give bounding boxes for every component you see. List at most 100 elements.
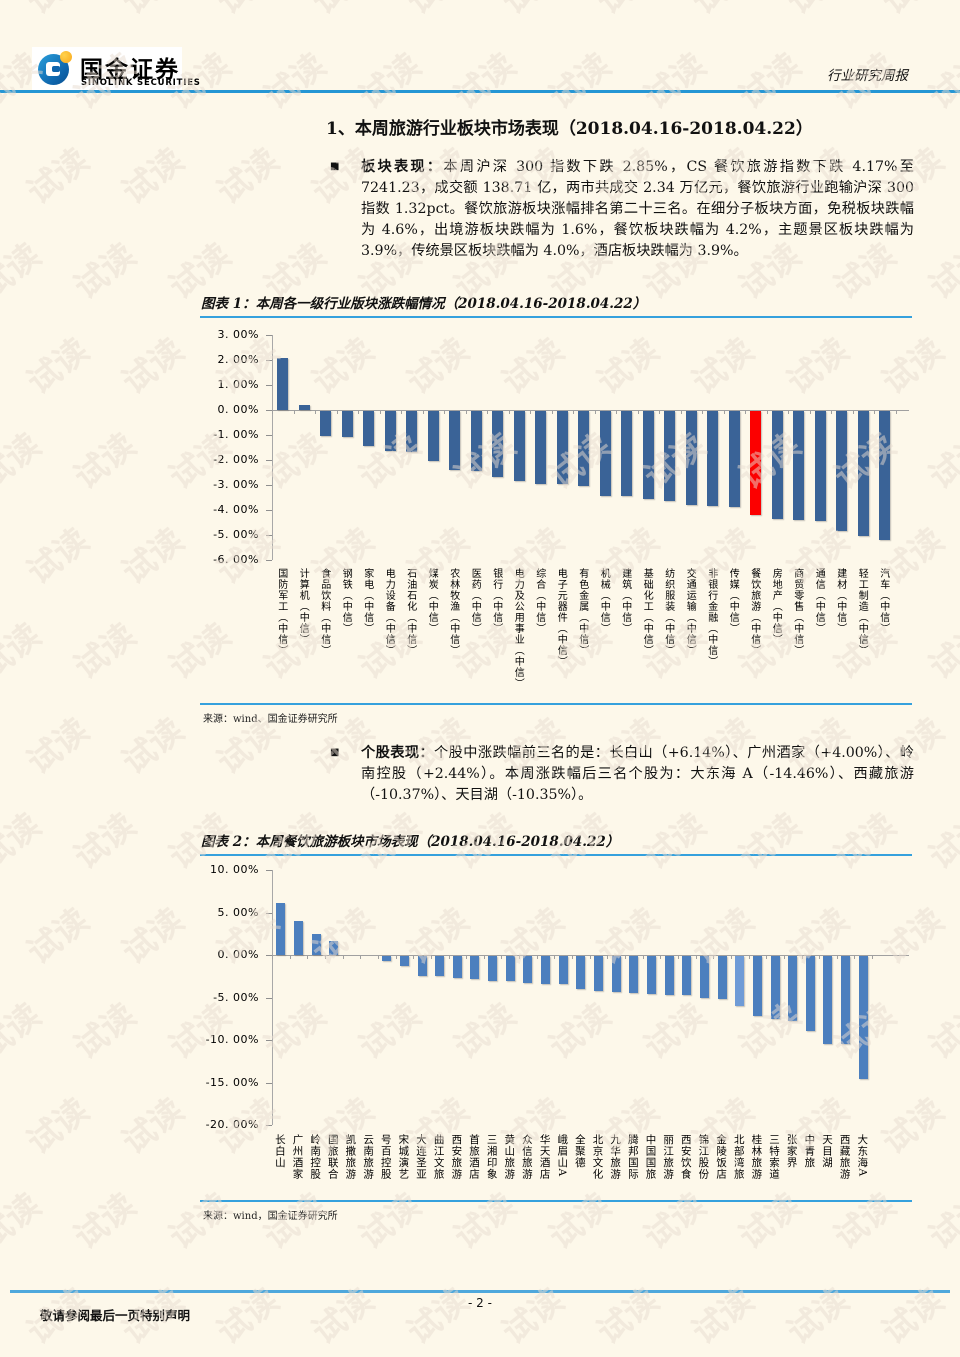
watermark-text: 试读 xyxy=(589,1280,666,1352)
chart-bar xyxy=(629,956,639,994)
chart-bar xyxy=(707,411,719,506)
chart-bar xyxy=(488,956,498,982)
x-axis-tick xyxy=(465,410,467,414)
chart-bar xyxy=(805,956,815,1032)
watermark-text: 试读 xyxy=(114,520,191,592)
chart-bar xyxy=(535,411,547,484)
watermark-text: 试读 xyxy=(399,1280,476,1352)
y-axis-tick-label: -2. 00% xyxy=(213,453,259,466)
watermark-text: 试读 xyxy=(921,995,960,1067)
y-axis-tick xyxy=(266,535,272,536)
figure2-caption: 图表 2：本周餐饮旅游板块市场表现（2018.04.16-2018.04.22） xyxy=(201,834,620,850)
watermark-text: 试读 xyxy=(541,45,618,117)
y-axis-tick-label: -6. 00% xyxy=(213,553,259,566)
watermark-text: 试读 xyxy=(19,330,96,402)
chart-bar xyxy=(664,411,676,501)
category-label: 桂林旅游 xyxy=(750,1134,763,1180)
category-label: 基础化工（中信） xyxy=(641,568,653,656)
x-axis-tick xyxy=(642,955,644,959)
category-label: 云南旅游 xyxy=(362,1134,375,1180)
y-axis-line xyxy=(272,870,273,1125)
category-label: 宋城演艺 xyxy=(397,1134,410,1180)
x-axis-tick xyxy=(530,410,531,414)
x-axis-tick xyxy=(324,955,326,959)
x-axis-tick xyxy=(508,410,510,414)
bullet-stock-performance: ■ 个股表现：个股中涨跌幅前三名的是：长白山（+6.14%）、广州酒家（+4.0… xyxy=(330,743,914,806)
chart-bar xyxy=(363,411,375,446)
category-label: 西藏旅游 xyxy=(838,1134,851,1180)
category-label: 轻工制造（中信） xyxy=(856,568,868,656)
y-axis-tick xyxy=(266,1082,272,1084)
watermark-text: 试读 xyxy=(636,45,713,117)
chart-bar xyxy=(770,956,780,1019)
category-label: 医药（中信） xyxy=(469,568,481,634)
watermark-text: 试读 xyxy=(446,45,523,117)
y-axis-tick xyxy=(266,335,272,336)
chart-bar xyxy=(857,411,869,536)
x-axis-tick xyxy=(677,955,679,959)
chart-bar xyxy=(406,411,418,453)
category-label: 建筑（中信） xyxy=(619,568,631,634)
x-axis-tick xyxy=(809,410,811,414)
chart-bar xyxy=(513,411,525,481)
chart-bar xyxy=(541,956,551,984)
category-label: 食品饮料（中信） xyxy=(318,568,330,656)
category-label: 石油石化（中信） xyxy=(404,568,416,656)
watermark-text: 试读 xyxy=(19,710,96,782)
watermark-text: 试读 xyxy=(114,710,191,782)
chart-bar xyxy=(728,411,740,508)
x-axis-tick xyxy=(554,955,556,959)
x-axis-tick xyxy=(272,410,273,414)
x-axis-tick xyxy=(395,955,397,959)
category-label: 首旅酒店 xyxy=(467,1134,480,1180)
chart-bar xyxy=(382,956,392,962)
y-axis-tick xyxy=(266,435,272,436)
y-axis-tick xyxy=(266,1040,272,1041)
chart-bar xyxy=(814,411,826,521)
chart-bar xyxy=(879,411,891,540)
x-axis-tick xyxy=(607,955,609,959)
x-axis-tick xyxy=(358,410,359,414)
x-axis-tick xyxy=(895,410,897,414)
watermark-text: 试读 xyxy=(779,1280,856,1352)
category-label: 张家界 xyxy=(785,1134,798,1169)
x-axis-tick xyxy=(293,410,295,414)
watermark-text: 试读 xyxy=(921,805,960,877)
watermark-text: 试读 xyxy=(585,0,667,23)
chart-bar xyxy=(341,411,353,438)
y-axis-tick xyxy=(266,510,272,511)
report-type-label: 行业研究周报 xyxy=(827,68,908,84)
x-axis-tick xyxy=(713,955,715,959)
x-axis-tick xyxy=(307,955,309,959)
section-title: 1、本周旅游行业板块市场表现（2018.04.16-2018.04.22） xyxy=(326,119,813,139)
x-axis-tick xyxy=(487,410,488,414)
category-label: 汽车（中信） xyxy=(877,568,889,634)
watermark-text: 试读 xyxy=(19,900,96,972)
y-axis-tick-label: 0. 00% xyxy=(217,948,259,961)
chart-bar xyxy=(311,934,321,955)
x-axis-tick xyxy=(659,410,660,414)
category-label: 凯撒旅游 xyxy=(344,1134,357,1180)
brand-name-en: SINOLINK SECURITIES xyxy=(81,78,201,88)
x-axis-line xyxy=(272,410,909,411)
category-label: 大连圣亚 xyxy=(415,1134,428,1180)
watermark-text: 试读 xyxy=(114,330,191,402)
y-axis-line xyxy=(272,335,273,560)
x-axis-tick xyxy=(315,410,316,414)
category-label: 非银行金融（中信） xyxy=(705,568,717,667)
y-axis-tick-label: 3. 00% xyxy=(217,328,259,341)
chart-bar xyxy=(399,956,409,967)
chart-bar xyxy=(576,956,586,989)
category-label: 餐饮旅游（中信） xyxy=(748,568,760,656)
y-axis-tick-label: 2. 00% xyxy=(217,353,259,366)
figure2-bar-chart: 10. 00% 5. 00% 0. 00% -5. 00% -10. 00% -15. 0… xyxy=(200,862,915,1198)
category-label: 煤炭（中信） xyxy=(426,568,438,634)
chart-bar xyxy=(750,411,762,516)
category-label: 岭南控股 xyxy=(309,1134,322,1180)
x-axis-tick xyxy=(625,955,626,959)
x-axis-tick xyxy=(336,410,338,414)
y-axis-tick xyxy=(266,485,272,486)
category-label: 黄山旅游 xyxy=(503,1134,516,1180)
chart-bar xyxy=(320,411,332,436)
category-label: 家电（中信） xyxy=(361,568,373,634)
